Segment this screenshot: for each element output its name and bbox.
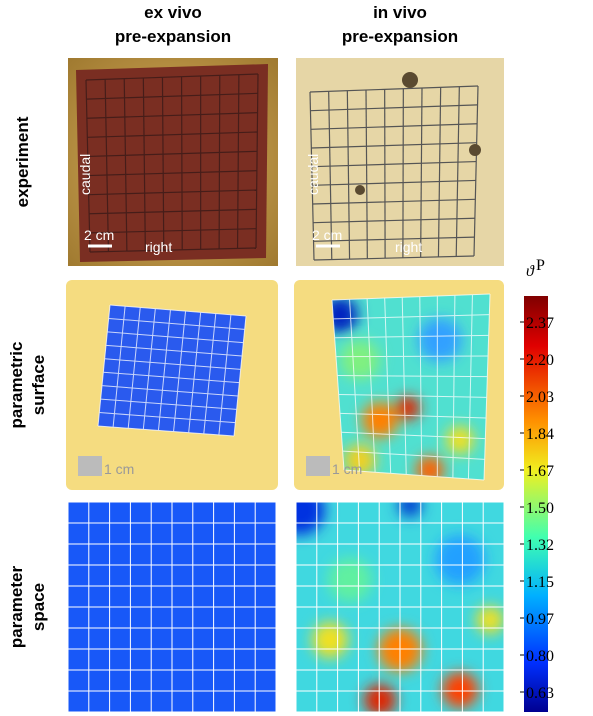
colorbar-tick-label: 0.97	[526, 611, 554, 628]
spot	[469, 144, 481, 156]
grid-line	[219, 75, 220, 249]
colorbar-tick-label: 0.80	[526, 648, 554, 665]
annotation: caudal	[305, 154, 321, 195]
grid-line	[336, 356, 488, 357]
grid-line	[182, 77, 183, 250]
column-header: ex vivo	[144, 3, 202, 22]
annotation: 1 cm	[332, 461, 362, 477]
surface	[98, 305, 246, 436]
row-label: experiment	[13, 116, 32, 207]
annotation: right	[145, 239, 172, 255]
row-label: parameter	[7, 566, 26, 649]
colorbar-tick-label: 1.50	[526, 500, 554, 517]
colorbar-tick-label: 2.03	[526, 389, 554, 406]
colorbar-tick-label: 1.32	[526, 537, 554, 554]
colorbar-symbol: ϑ	[526, 263, 535, 280]
figure: ex vivo pre-expansion in vivo pre-expans…	[0, 0, 593, 716]
column-header: in vivo	[373, 3, 427, 22]
colorbar-tick-label: 1.15	[526, 574, 554, 591]
row-label: space	[29, 583, 48, 631]
annotation: 2 cm	[312, 227, 342, 243]
parameter-map	[275, 485, 504, 716]
colorbar-tick-label: 1.84	[526, 426, 554, 443]
scale-cube	[306, 456, 330, 476]
spot	[402, 72, 418, 88]
annotation: caudal	[77, 154, 93, 195]
colorbar-tick-label: 2.20	[526, 352, 554, 369]
annotation: right	[395, 239, 422, 255]
annotation: 1 cm	[104, 461, 134, 477]
column-header: pre-expansion	[342, 27, 458, 46]
colorbar-superscript: P	[536, 257, 545, 274]
annotation: 2 cm	[84, 227, 114, 243]
surface-colors	[320, 290, 500, 490]
colorbar-tick-label: 0.63	[526, 685, 554, 702]
colorbar-tick-label: 1.67	[526, 463, 554, 480]
colorbar-tick-label: 2.37	[526, 315, 554, 332]
spot	[355, 185, 365, 195]
row-label: surface	[29, 355, 48, 415]
row-label: parametric	[7, 342, 26, 429]
scale-cube	[78, 456, 102, 476]
column-header: pre-expansion	[115, 27, 231, 46]
